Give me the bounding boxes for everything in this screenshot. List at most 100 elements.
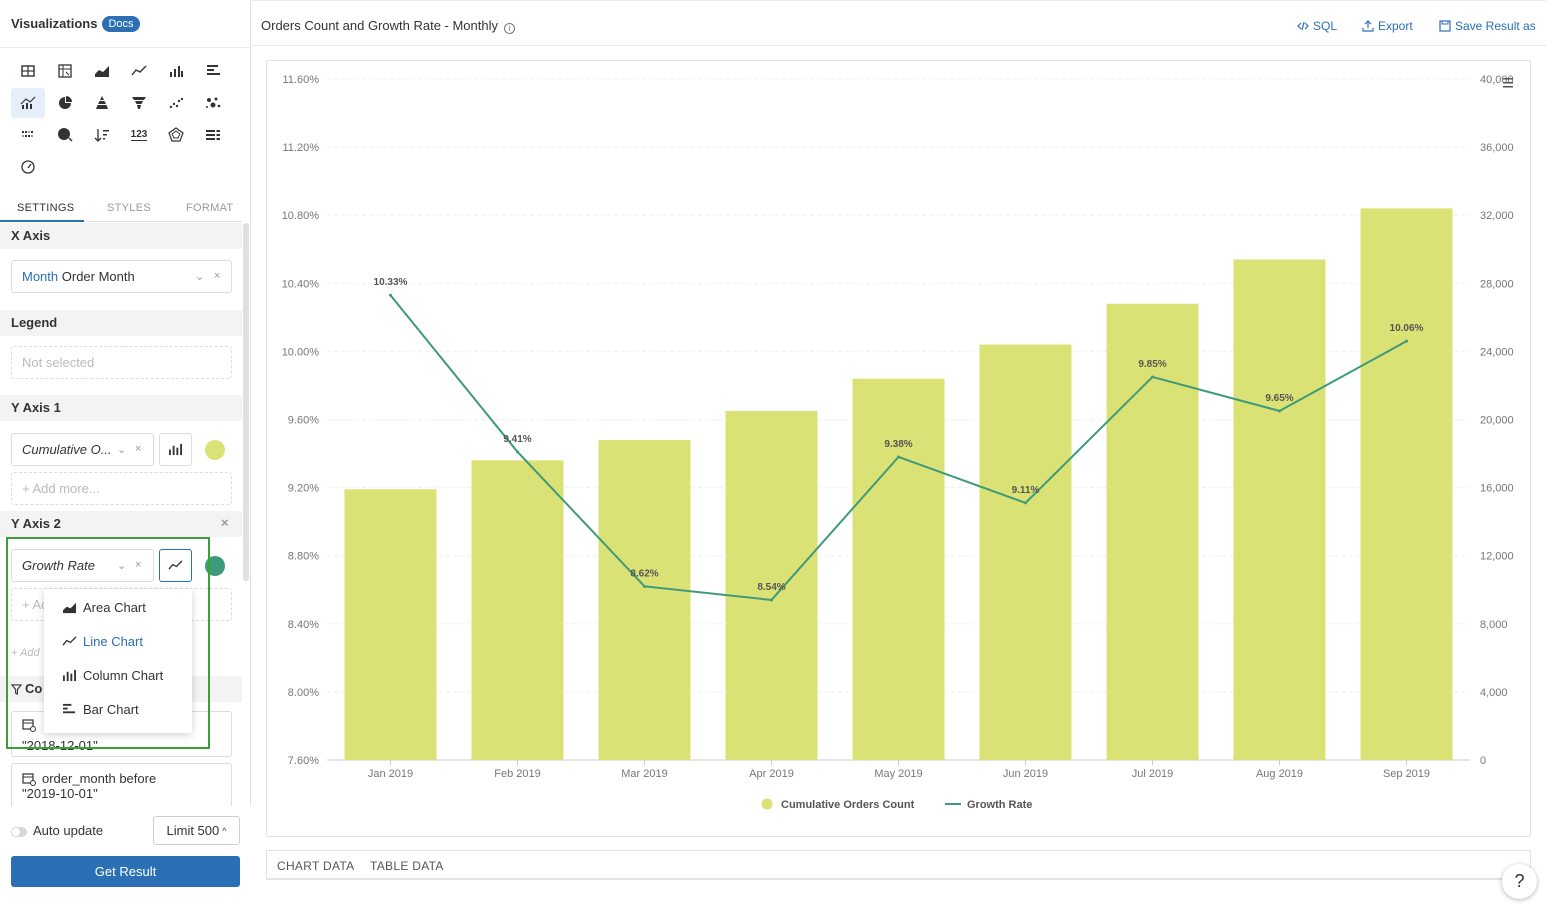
- settings-tabs: SETTINGS STYLES FORMAT: [0, 198, 242, 222]
- y-axis-2-color-swatch[interactable]: [205, 556, 225, 576]
- settings-scrollbar[interactable]: [243, 223, 249, 581]
- save-result-label: Save Result as: [1455, 19, 1536, 33]
- legend-field[interactable]: Not selected: [11, 346, 232, 379]
- funnel-icon[interactable]: [122, 88, 156, 118]
- x-axis-heading: X Axis: [0, 223, 242, 249]
- sql-button[interactable]: SQL: [1297, 19, 1337, 33]
- y-axis-1-field-name: Cumulative O...: [22, 442, 112, 457]
- y-axis-2-field-name: Growth Rate: [22, 558, 95, 573]
- gauge-icon[interactable]: [11, 152, 45, 182]
- scatter-icon[interactable]: [159, 88, 193, 118]
- x-axis-field-prefix: Month: [22, 269, 59, 284]
- area-chart-icon: [63, 602, 76, 613]
- menu-item-bar-chart[interactable]: Bar Chart: [44, 692, 192, 726]
- legend-marker-bars: [761, 798, 773, 810]
- tab-settings[interactable]: SETTINGS: [17, 202, 75, 214]
- pyramid-icon[interactable]: [85, 88, 119, 118]
- bar: [725, 410, 818, 760]
- bar: [344, 489, 437, 760]
- y-axis-2-field[interactable]: Growth Rate ⌄ ×: [11, 549, 154, 582]
- tab-styles[interactable]: STYLES: [107, 202, 151, 214]
- combo-chart-icon[interactable]: [11, 88, 45, 118]
- left-tick-label: 9.60%: [288, 415, 319, 427]
- bubble-icon[interactable]: [196, 88, 230, 118]
- x-axis-field[interactable]: Month Order Month ⌄ ×: [11, 260, 232, 293]
- x-tick-label: May 2019: [874, 768, 922, 780]
- line-point: [897, 455, 900, 459]
- chevron-down-icon[interactable]: ⌄: [117, 444, 127, 456]
- area-chart-icon[interactable]: [85, 56, 119, 86]
- help-button[interactable]: ?: [1502, 864, 1537, 899]
- legend-label: Growth Rate: [967, 799, 1032, 811]
- auto-update-toggle[interactable]: [11, 827, 27, 837]
- menu-item-label: Line Chart: [83, 633, 143, 649]
- line-point: [1151, 375, 1154, 379]
- tab-chart-data[interactable]: CHART DATA: [277, 859, 355, 873]
- pie-chart-icon[interactable]: [48, 88, 82, 118]
- menu-item-area-chart[interactable]: Area Chart: [44, 590, 192, 624]
- menu-item-column-chart[interactable]: Column Chart: [44, 658, 192, 692]
- save-result-button[interactable]: Save Result as: [1439, 19, 1536, 33]
- info-icon[interactable]: i: [504, 23, 515, 34]
- remove-axis-icon[interactable]: ×: [221, 515, 229, 530]
- y-axis-1-chart-type-button[interactable]: [159, 433, 192, 466]
- pivot-table-icon[interactable]: [48, 56, 82, 86]
- condition-filter-2-label: order_month before: [42, 771, 157, 786]
- table-icon[interactable]: [11, 56, 45, 86]
- auto-update-label: Auto update: [33, 823, 104, 838]
- left-tick-label: 8.80%: [288, 551, 319, 563]
- radar-icon[interactable]: [159, 120, 193, 150]
- main-panel: Orders Count and Growth Rate - Monthly i …: [252, 0, 1554, 911]
- condition-filter-2[interactable]: order_month before "2019-10-01": [11, 763, 232, 806]
- docs-badge[interactable]: Docs: [102, 15, 140, 32]
- menu-item-line-chart[interactable]: Line Chart: [44, 624, 192, 658]
- x-axis-field-name: Order Month: [61, 269, 135, 284]
- heatmap-icon[interactable]: [11, 120, 45, 150]
- bar-series: [344, 208, 1453, 760]
- bar-chart-icon[interactable]: [196, 56, 230, 86]
- right-tick-label: 24,000: [1480, 346, 1514, 358]
- chart-type-menu: Area Chart Line Chart Column Chart Bar C…: [44, 589, 192, 733]
- chart-title-text: Orders Count and Growth Rate - Monthly: [261, 18, 498, 33]
- data-tabs: CHART DATA TABLE DATA: [266, 850, 1531, 880]
- calendar-icon: [22, 719, 36, 732]
- x-tick-label: Mar 2019: [621, 768, 667, 780]
- left-tick-label: 9.20%: [288, 483, 319, 495]
- data-label: 9.65%: [1265, 393, 1293, 404]
- visualizations-header: Visualizations Docs: [0, 0, 250, 48]
- bullet-icon[interactable]: [196, 120, 230, 150]
- menu-icon[interactable]: [1503, 78, 1513, 88]
- left-tick-label: 11.20%: [283, 142, 320, 154]
- y-axis-1-color-swatch[interactable]: [205, 440, 225, 460]
- line-point: [516, 450, 519, 454]
- column-chart-icon: [63, 669, 76, 681]
- add-axis-link[interactable]: + Add: [11, 647, 40, 659]
- chevron-down-icon[interactable]: ⌄: [195, 271, 205, 283]
- y-axis-1-field[interactable]: Cumulative O... ⌄ ×: [11, 433, 154, 466]
- column-chart-icon[interactable]: [159, 56, 193, 86]
- close-icon[interactable]: ×: [135, 559, 142, 571]
- chevron-down-icon[interactable]: ⌄: [117, 560, 127, 572]
- chart-legend: Cumulative Orders Count Growth Rate: [761, 798, 1032, 811]
- tab-format[interactable]: FORMAT: [186, 202, 234, 214]
- right-tick-label: 12,000: [1480, 551, 1514, 563]
- number-icon[interactable]: 123: [130, 129, 148, 141]
- limit-dropdown[interactable]: Limit 500 ^: [153, 816, 240, 845]
- y-axis-1-add-more[interactable]: + Add more...: [11, 472, 232, 505]
- right-tick-label: 32,000: [1480, 210, 1514, 222]
- close-icon[interactable]: ×: [214, 270, 221, 282]
- get-result-button[interactable]: Get Result: [11, 856, 240, 887]
- result-header: Orders Count and Growth Rate - Monthly i …: [252, 0, 1546, 46]
- line-chart-icon[interactable]: [122, 56, 156, 86]
- close-icon[interactable]: ×: [135, 443, 142, 455]
- left-tick-label: 8.40%: [288, 619, 319, 631]
- geo-map-icon[interactable]: [48, 120, 82, 150]
- y-axis-2-chart-type-button[interactable]: [159, 549, 192, 582]
- right-tick-label: 28,000: [1480, 278, 1514, 290]
- y-axis-2-heading: Y Axis 2 ×: [0, 511, 242, 537]
- export-button[interactable]: Export: [1362, 19, 1413, 33]
- sort-icon[interactable]: [85, 120, 119, 150]
- bar: [979, 344, 1072, 760]
- tab-table-data[interactable]: TABLE DATA: [370, 859, 444, 873]
- data-label: 8.54%: [757, 582, 785, 593]
